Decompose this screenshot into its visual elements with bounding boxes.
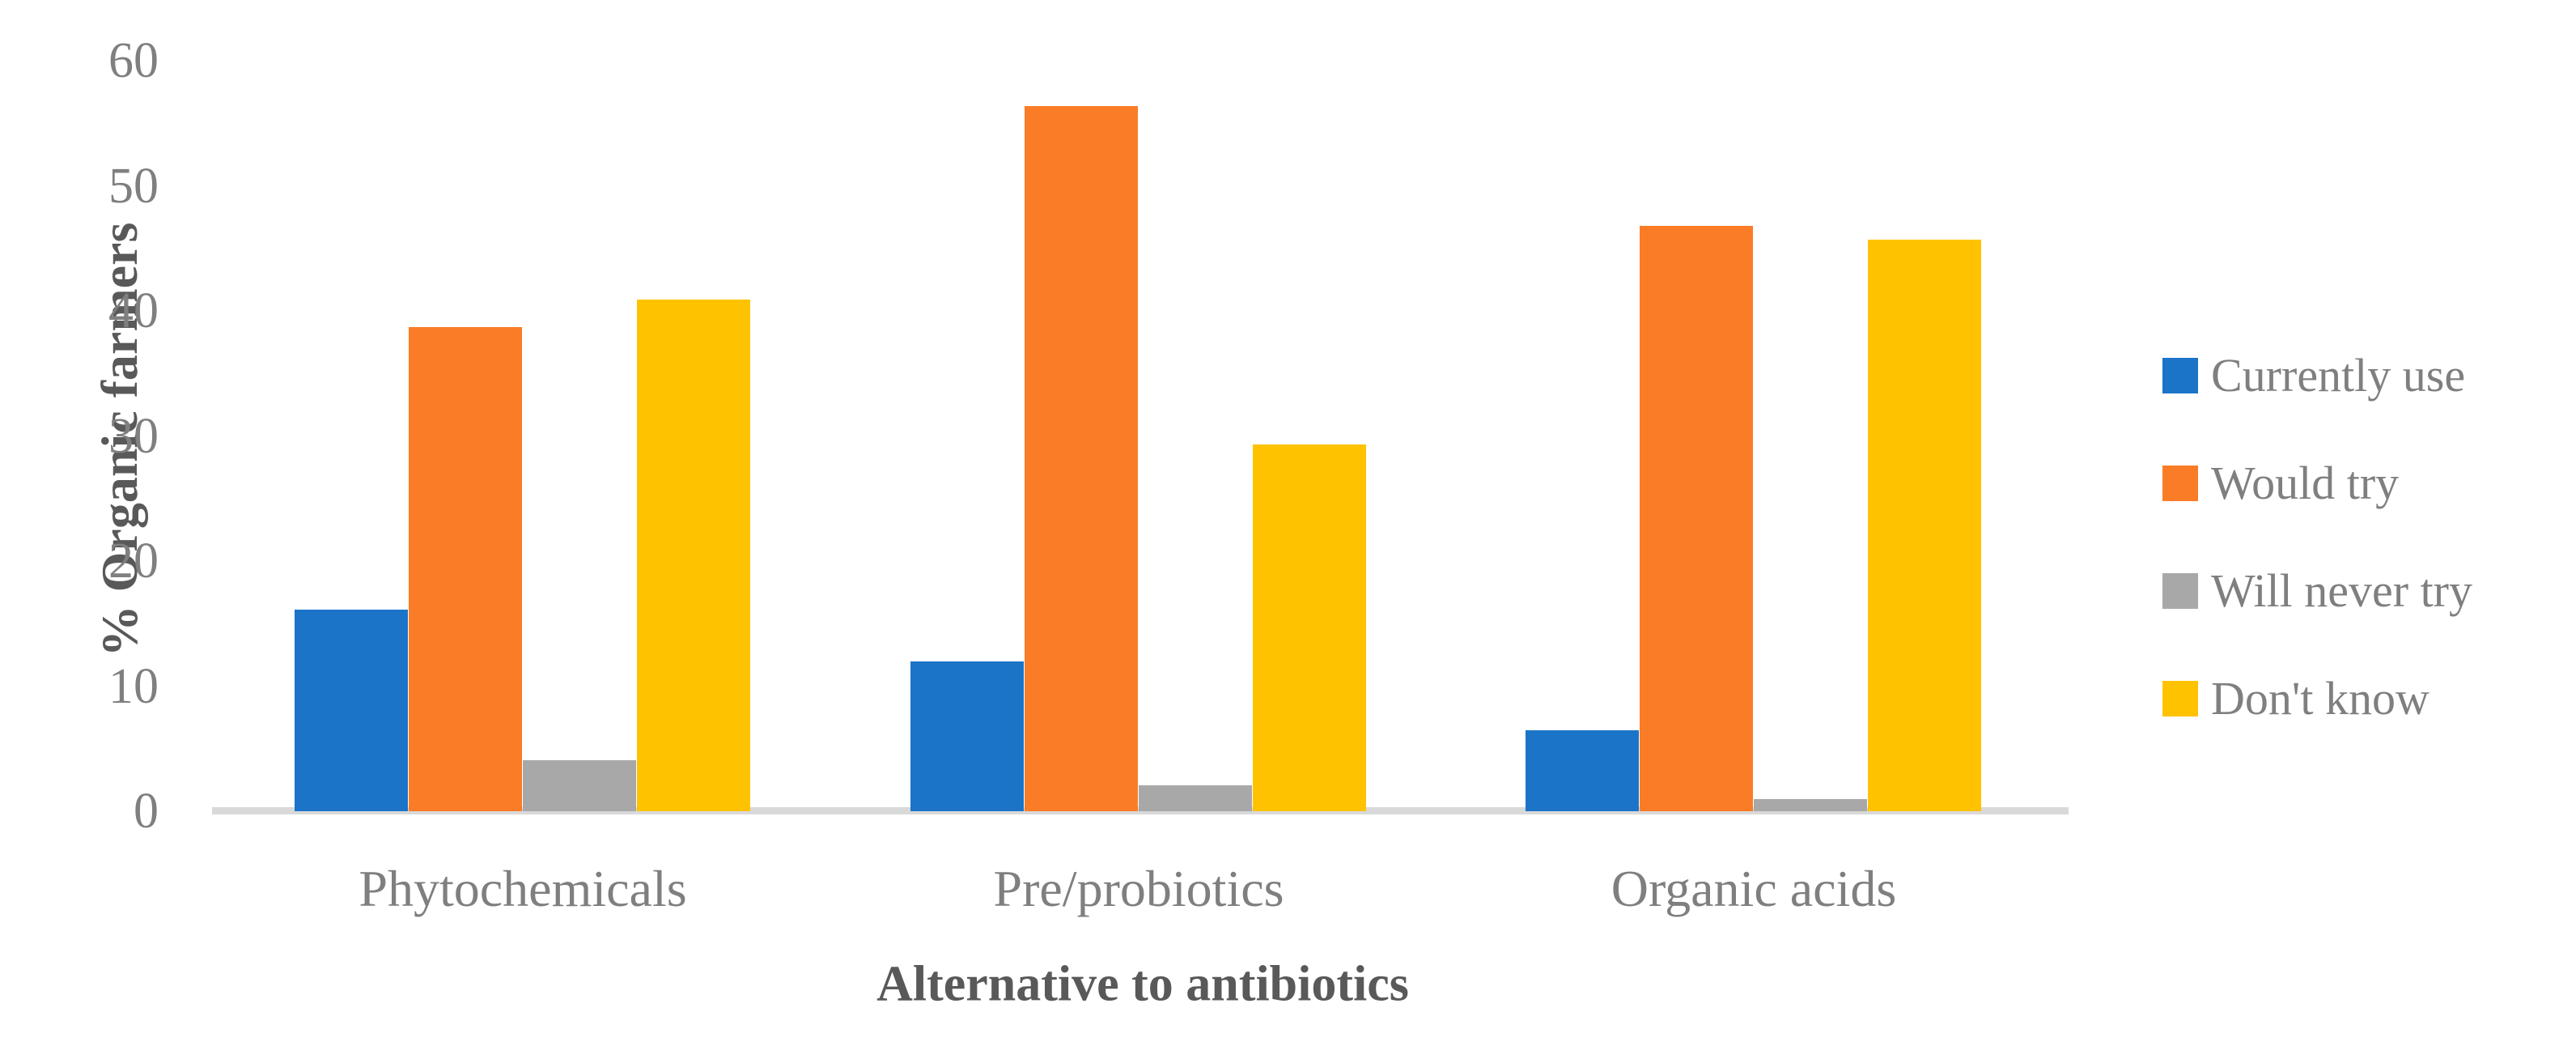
legend-item-would-try: Would try — [2162, 460, 2399, 507]
legend-label: Will never try — [2211, 564, 2472, 617]
bar-would-try-organic-acids — [1640, 226, 1753, 811]
category-label-organic-acids: Organic acids — [1611, 860, 1897, 917]
y-tick-label-30: 30 — [108, 409, 159, 464]
legend-swatch-icon — [2162, 466, 2198, 501]
y-tick-label-40: 40 — [108, 283, 159, 338]
legend-swatch-icon — [2162, 681, 2198, 716]
y-tick-label-10: 10 — [108, 659, 159, 714]
legend-item-currently-use: Currently use — [2162, 352, 2465, 399]
bar-would-try-phytochemicals — [409, 327, 522, 811]
category-label-phytochemicals: Phytochemicals — [359, 860, 687, 917]
y-tick-label-50: 50 — [108, 159, 159, 214]
bar-currently-use-phytochemicals — [295, 610, 408, 811]
bar-currently-use-organic-acids — [1526, 730, 1639, 811]
y-tick-label-0: 0 — [134, 784, 159, 839]
legend-item-will-never-try: Will never try — [2162, 568, 2472, 614]
legend-item-don-t-know: Don't know — [2162, 675, 2430, 722]
legend-label: Would try — [2211, 457, 2400, 509]
bar-would-try-pre-probiotics — [1025, 106, 1138, 811]
category-label-pre-probiotics: Pre/probiotics — [993, 860, 1284, 917]
bar-don-t-know-organic-acids — [1868, 240, 1981, 811]
bar-will-never-try-phytochemicals — [523, 760, 636, 811]
y-tick-label-60: 60 — [108, 33, 159, 88]
bar-will-never-try-pre-probiotics — [1139, 785, 1252, 811]
bar-will-never-try-organic-acids — [1754, 799, 1867, 811]
y-tick-label-20: 20 — [108, 534, 159, 589]
x-axis-title: Alternative to antibiotics — [876, 956, 1409, 1012]
legend-label: Currently use — [2211, 349, 2466, 402]
bar-don-t-know-phytochemicals — [637, 300, 750, 811]
bar-currently-use-pre-probiotics — [910, 661, 1024, 811]
legend-swatch-icon — [2162, 358, 2198, 393]
legend-swatch-icon — [2162, 573, 2198, 609]
legend-label: Don't know — [2211, 672, 2430, 725]
bar-don-t-know-pre-probiotics — [1253, 444, 1366, 811]
